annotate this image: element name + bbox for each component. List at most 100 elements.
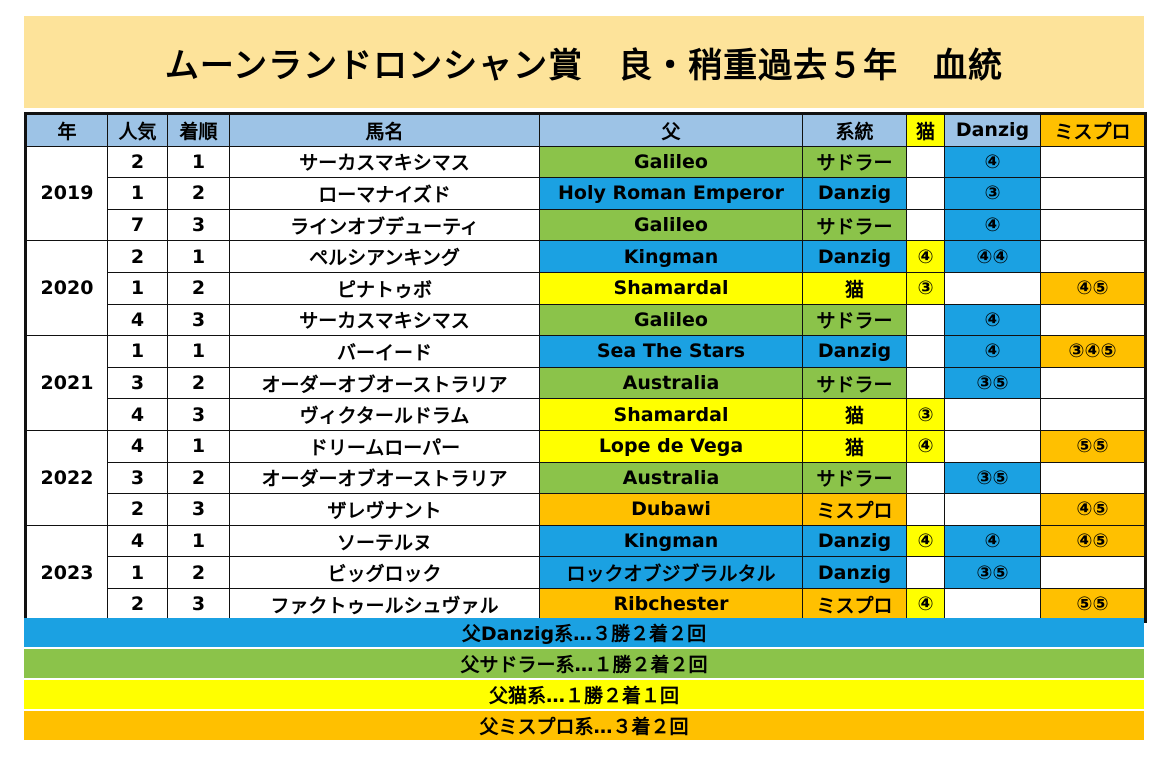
horse-name-cell: ファクトゥールシュヴァル — [229, 587, 540, 622]
danzig-cell: ④ — [944, 524, 1041, 558]
lineage-cell: サドラー — [802, 303, 907, 337]
popularity-cell: 4 — [107, 398, 168, 431]
mispro-cell: ④⑤ — [1040, 524, 1146, 558]
placing-cell: 1 — [167, 524, 230, 558]
placing-cell: 2 — [167, 461, 230, 495]
sire-cell: Sea The Stars — [539, 335, 803, 368]
lineage-cell: Danzig — [802, 524, 907, 558]
mispro-cell — [1040, 556, 1146, 589]
neko-cell: ③ — [906, 271, 945, 305]
lineage-cell: 猫 — [802, 271, 907, 305]
year-cell: 2023 — [25, 524, 108, 622]
horse-name-cell: ソーテルヌ — [229, 524, 540, 558]
lineage-cell: サドラー — [802, 208, 907, 242]
placing-cell: 3 — [167, 587, 230, 622]
table-row: 1 2 ローマナイズド Holy Roman Emperor Danzig ③ — [26, 177, 1146, 210]
danzig-cell — [944, 587, 1041, 622]
lineage-cell: サドラー — [802, 461, 907, 495]
placing-cell: 1 — [167, 335, 230, 368]
placing-cell: 1 — [167, 240, 230, 273]
header-year: 年 — [25, 113, 108, 147]
horse-name-cell: ザレヴナント — [229, 493, 540, 526]
sire-cell: Australia — [539, 461, 803, 495]
placing-cell: 2 — [167, 177, 230, 210]
lineage-cell: Danzig — [802, 556, 907, 589]
neko-cell — [906, 303, 945, 337]
danzig-cell: ③⑤ — [944, 461, 1041, 495]
mispro-cell — [1040, 366, 1146, 400]
popularity-cell: 2 — [107, 587, 168, 622]
danzig-cell — [944, 398, 1041, 431]
placing-cell: 3 — [167, 208, 230, 242]
placing-cell: 2 — [167, 366, 230, 400]
danzig-cell: ④ — [944, 303, 1041, 337]
header-sire: 父 — [539, 113, 803, 147]
lineage-cell: Danzig — [802, 177, 907, 210]
sire-cell: Ribchester — [539, 587, 803, 622]
summary-bar-sadler: 父サドラー系…１勝２着２回 — [24, 649, 1144, 678]
sire-cell: ロックオブジブラルタル — [539, 556, 803, 589]
popularity-cell: 1 — [107, 271, 168, 305]
sire-cell: Galileo — [539, 145, 803, 179]
table-row: 3 2 オーダーオブオーストラリア Australia サドラー ③⑤ — [26, 366, 1146, 400]
table-row: 4 3 サーカスマキシマス Galileo サドラー ④ — [26, 303, 1146, 337]
sire-cell: Shamardal — [539, 271, 803, 305]
mispro-cell — [1040, 145, 1146, 179]
placing-cell: 2 — [167, 556, 230, 589]
sire-cell: Holy Roman Emperor — [539, 177, 803, 210]
neko-cell: ④ — [906, 240, 945, 273]
summary-bar-danzig: 父Danzig系…３勝２着２回 — [24, 618, 1144, 647]
horse-name-cell: バーイード — [229, 335, 540, 368]
mispro-cell: ④⑤ — [1040, 493, 1146, 526]
lineage-cell: Danzig — [802, 335, 907, 368]
sire-cell: Galileo — [539, 208, 803, 242]
header-lineage: 系統 — [802, 113, 907, 147]
horse-name-cell: サーカスマキシマス — [229, 145, 540, 179]
sire-cell: Kingman — [539, 240, 803, 273]
neko-cell — [906, 556, 945, 589]
danzig-cell: ④ — [944, 208, 1041, 242]
table-row: 2 3 ザレヴナント Dubawi ミスプロ ④⑤ — [26, 493, 1146, 526]
header-placing: 着順 — [167, 113, 230, 147]
popularity-cell: 2 — [107, 145, 168, 179]
popularity-cell: 1 — [107, 177, 168, 210]
placing-cell: 1 — [167, 145, 230, 179]
table-row: 2020 2 1 ペルシアンキング Kingman Danzig ④ ④④ — [25, 240, 1146, 337]
placing-cell: 3 — [167, 303, 230, 337]
mispro-cell — [1040, 208, 1146, 242]
mispro-cell — [1040, 303, 1146, 337]
neko-cell — [906, 461, 945, 495]
table-row: 7 3 ラインオブデューティ Galileo サドラー ④ — [26, 208, 1146, 242]
danzig-cell: ③ — [944, 177, 1041, 210]
placing-cell: 1 — [167, 429, 230, 463]
horse-name-cell: ペルシアンキング — [229, 240, 540, 273]
year-cell: 2022 — [25, 429, 108, 526]
sire-cell: Lope de Vega — [539, 429, 803, 463]
table-row: 2022 4 1 ドリームローパー Lope de Vega 猫 ④ ⑤⑤ — [25, 429, 1146, 526]
popularity-cell: 1 — [107, 335, 168, 368]
danzig-cell — [944, 429, 1041, 463]
year-cell: 2021 — [25, 335, 108, 431]
header-danzig: Danzig — [944, 113, 1041, 147]
horse-name-cell: ピナトゥボ — [229, 271, 540, 305]
table-row: 4 3 ヴィクタールドラム Shamardal 猫 ③ — [26, 398, 1146, 431]
sire-cell: Dubawi — [539, 493, 803, 526]
horse-name-cell: ビッグロック — [229, 556, 540, 589]
table-row: 2021 1 1 バーイード Sea The Stars Danzig ④ ③④⑤ — [25, 335, 1146, 431]
mispro-cell — [1040, 240, 1146, 273]
sire-cell: Kingman — [539, 524, 803, 558]
title-banner: ムーンランドロンシャン賞 良・稍重過去５年 血統 — [24, 16, 1144, 108]
mispro-cell — [1040, 461, 1146, 495]
lineage-cell: サドラー — [802, 366, 907, 400]
popularity-cell: 2 — [107, 493, 168, 526]
horse-name-cell: ローマナイズド — [229, 177, 540, 210]
mispro-cell: ③④⑤ — [1040, 335, 1146, 368]
year-cell: 2020 — [25, 240, 108, 337]
danzig-cell: ④ — [944, 145, 1041, 179]
neko-cell — [906, 493, 945, 526]
table-row: 2023 4 1 ソーテルヌ Kingman Danzig ④ ④ ④⑤ — [25, 524, 1146, 622]
popularity-cell: 3 — [107, 461, 168, 495]
mispro-cell: ④⑤ — [1040, 271, 1146, 305]
lineage-cell: Danzig — [802, 240, 907, 273]
header-mispro: ミスプロ — [1040, 113, 1146, 147]
